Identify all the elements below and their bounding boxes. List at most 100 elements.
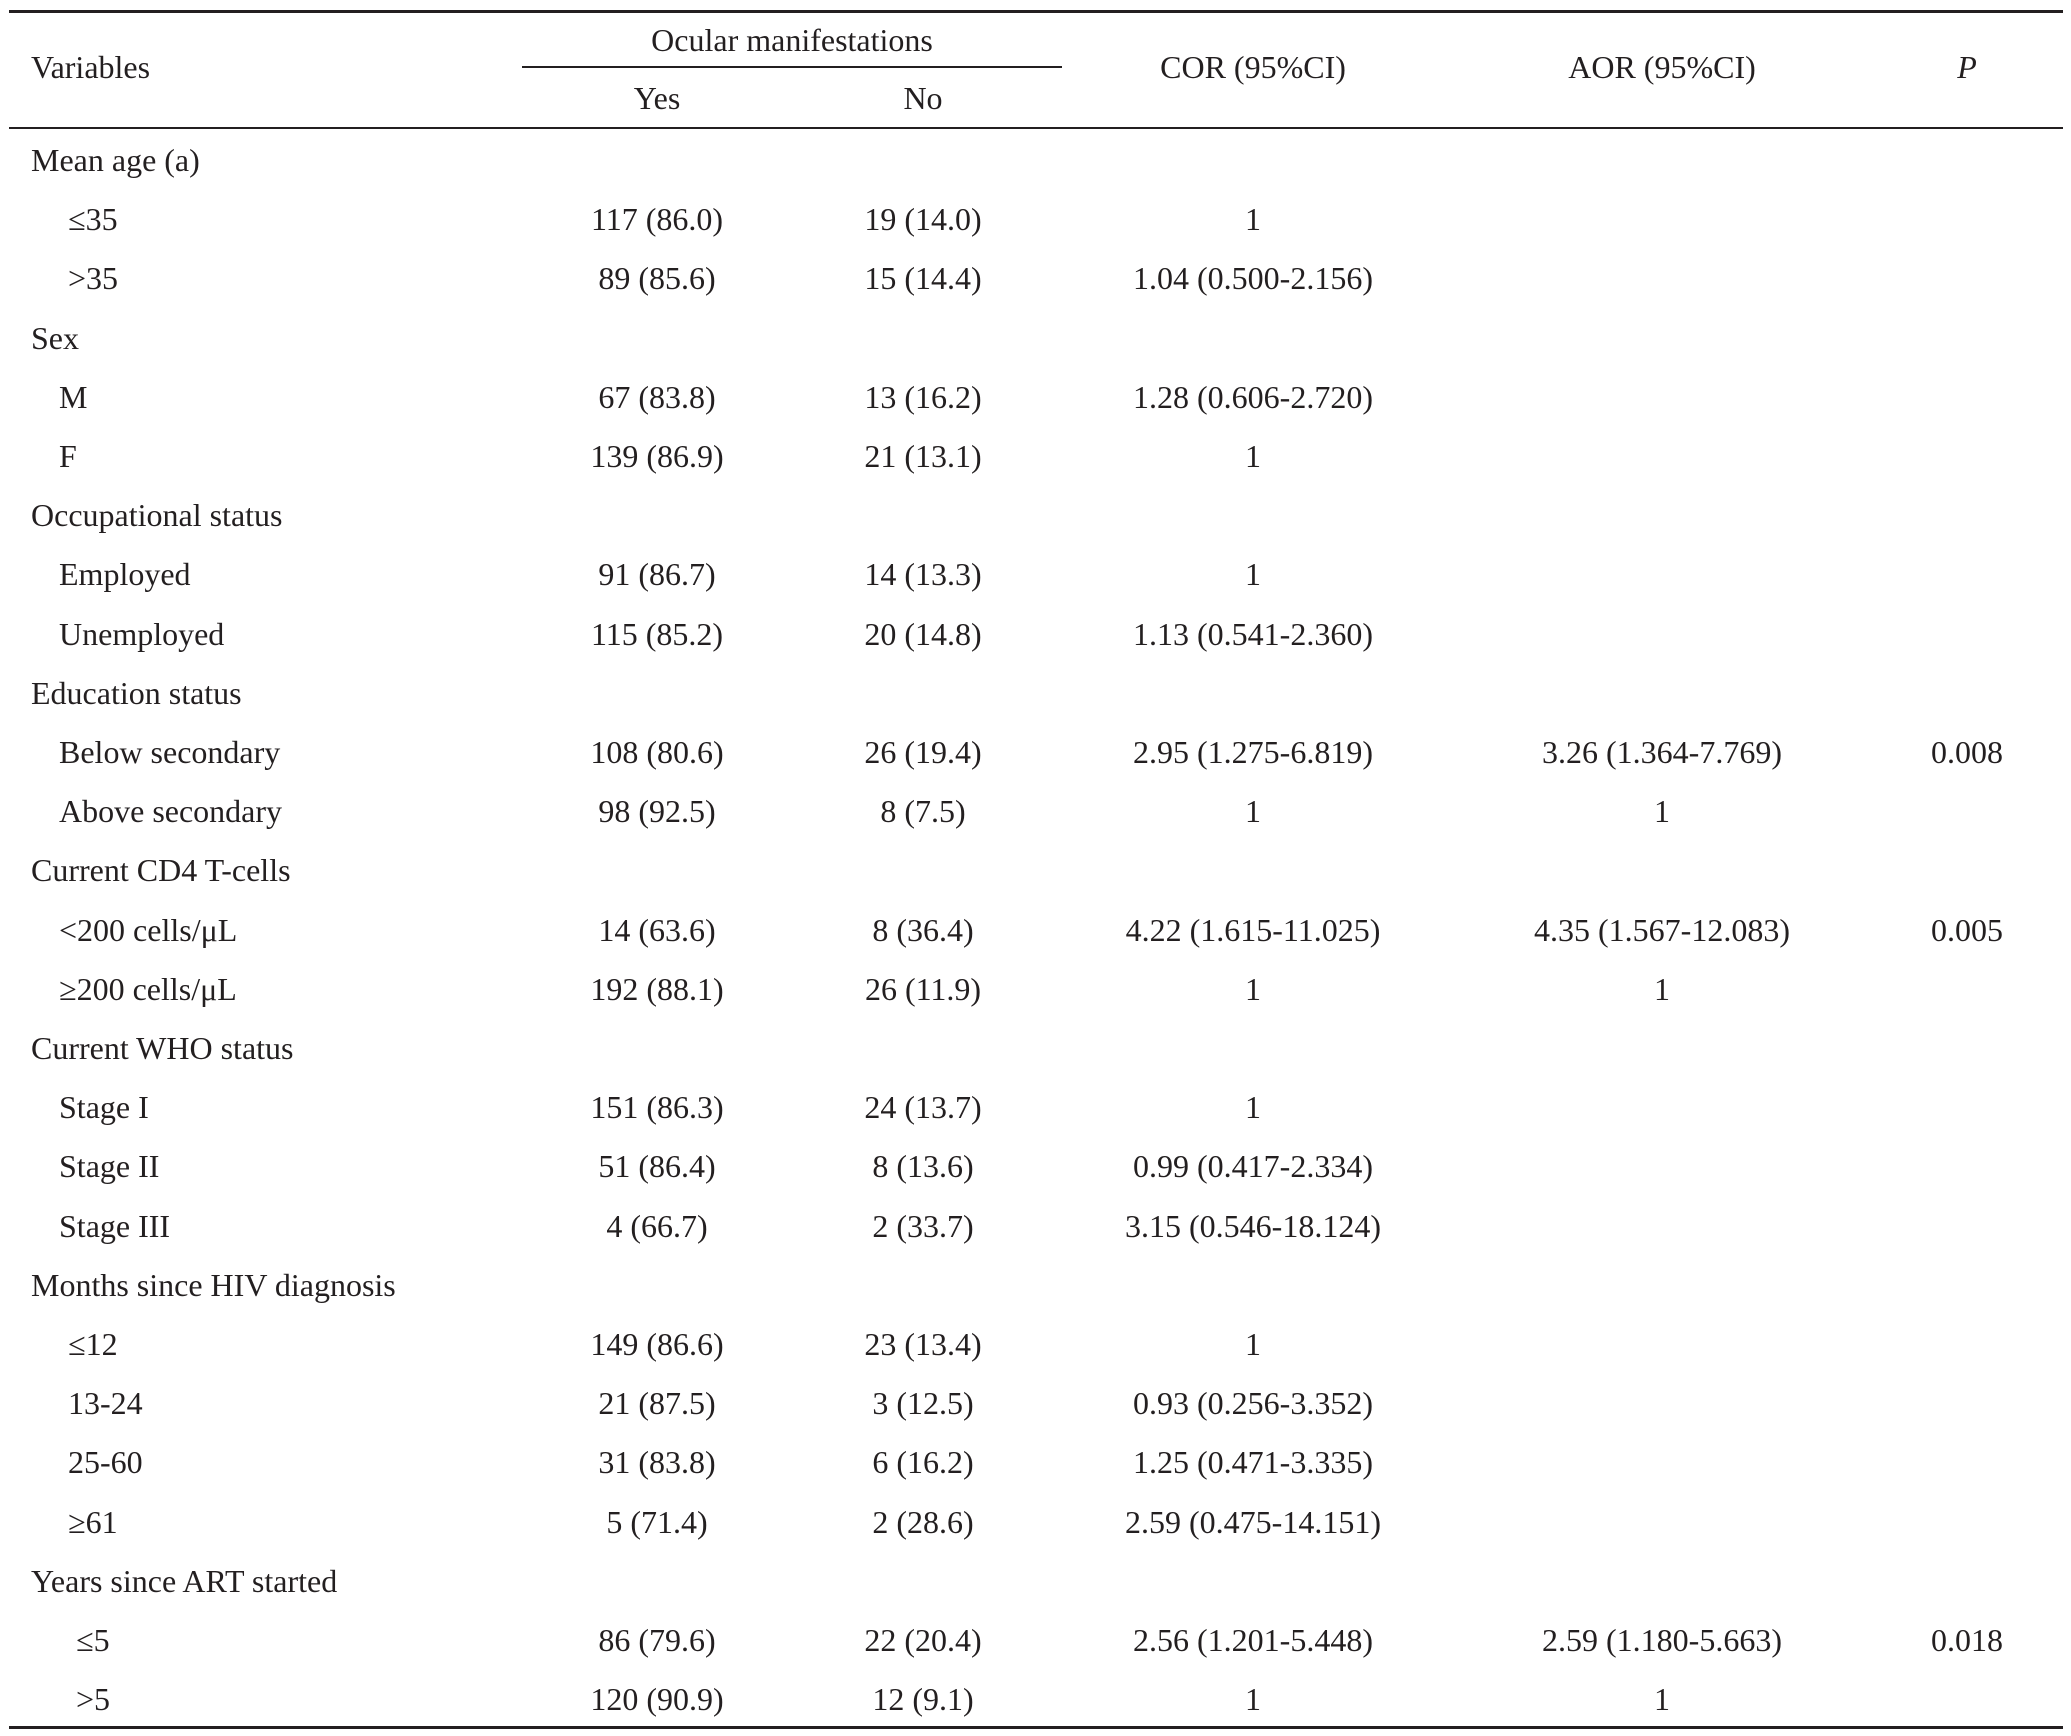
cell-no: 3 (12.5) (872, 1385, 974, 1422)
header-cor: COR (95%CI) (1160, 49, 1346, 85)
cell-no: 24 (13.7) (864, 1089, 982, 1126)
row-label: F (59, 438, 77, 474)
cell-yes: 139 (86.9) (590, 438, 724, 474)
group-row: Years since ART started (9, 1552, 2063, 1612)
cell-p: 0.008 (1931, 734, 2003, 770)
cell-p: 0.018 (1931, 1622, 2003, 1658)
group-row: Education status (9, 664, 2063, 724)
table-row: <200 cells/μL 14 (63.6) 8 (36.4) 4.22 (1.61… (9, 901, 2063, 961)
cell-cor: 0.99 (0.417-2.334) (1133, 1148, 1373, 1185)
row-label: M (59, 378, 88, 415)
cell-cor: 1 (1245, 793, 1261, 830)
table-row: ≥200 cells/μL 192 (88.1) 26 (11.9) 1 1 (9, 960, 2063, 1020)
header-bottom-rule (9, 127, 2063, 129)
cell-no: 14 (13.3) (864, 556, 982, 593)
table-row: >5 120 (90.9) 12 (9.1) 1 1 (9, 1670, 2063, 1730)
row-label: 25-60 (68, 1444, 143, 1481)
row-label: Stage I (59, 1089, 149, 1126)
row-label: Stage III (59, 1207, 171, 1244)
cell-p: 0.005 (1931, 911, 2003, 948)
group-row: Occupational status (9, 486, 2063, 546)
group-label: Current WHO status (31, 1030, 294, 1066)
group-row: Current WHO status (9, 1019, 2063, 1079)
cell-aor: 1 (1654, 1681, 1670, 1718)
cell-cor: 1 (1245, 1326, 1261, 1362)
cell-cor: 0.93 (0.256-3.352) (1133, 1385, 1373, 1422)
cell-cor: 1.28 (0.606-2.720) (1133, 378, 1373, 415)
cell-cor: 1 (1245, 1089, 1261, 1126)
cell-yes: 5 (71.4) (606, 1503, 708, 1540)
cell-aor: 1 (1654, 793, 1670, 830)
table-row: ≤5 86 (79.6) 22 (20.4) 2.56 (1.201-5.448) 2.… (9, 1611, 2063, 1671)
header-p-value: P (1957, 49, 1977, 85)
cell-yes: 91 (86.7) (598, 556, 716, 593)
row-label: Employed (59, 556, 191, 593)
table-row: 25-60 31 (83.8) 6 (16.2) 1.25 (0.471-3.335) (9, 1433, 2063, 1493)
group-label: Current CD4 T-cells (31, 852, 291, 889)
row-label: >5 (76, 1681, 111, 1718)
row-label: ≥61 (68, 1503, 118, 1540)
cell-yes: 67 (83.8) (598, 378, 716, 415)
cell-cor: 2.56 (1.201-5.448) (1133, 1622, 1373, 1658)
cell-cor: 2.95 (1.275-6.819) (1133, 734, 1373, 770)
cell-no: 15 (14.4) (864, 260, 982, 297)
table-top-rule (9, 10, 2063, 13)
cell-no: 23 (13.4) (864, 1326, 982, 1362)
cell-yes: 31 (83.8) (598, 1444, 716, 1481)
group-label: Occupational status (31, 497, 283, 534)
cell-cor: 1 (1245, 438, 1261, 474)
table-row: ≤12 149 (86.6) 23 (13.4) 1 (9, 1315, 2063, 1375)
cell-cor: 2.59 (0.475-14.151) (1125, 1503, 1381, 1540)
cell-yes: 86 (79.6) (598, 1622, 716, 1658)
table-row: 13-24 21 (87.5) 3 (12.5) 0.93 (0.256-3.352) (9, 1374, 2063, 1434)
row-label: 13-24 (68, 1385, 143, 1422)
cell-cor: 1 (1245, 970, 1261, 1007)
table-row: Stage III 4 (66.7) 2 (33.7) 3.15 (0.546-18.… (9, 1197, 2063, 1257)
group-label: Sex (31, 319, 79, 356)
table-row: Above secondary 98 (92.5) 8 (7.5) 1 1 (9, 782, 2063, 842)
cell-aor: 3.26 (1.364-7.769) (1542, 734, 1782, 770)
cell-no: 2 (28.6) (872, 1503, 974, 1540)
table-row: ≥61 5 (71.4) 2 (28.6) 2.59 (0.475-14.151) (9, 1493, 2063, 1553)
cell-yes: 14 (63.6) (598, 911, 716, 948)
cell-no: 8 (13.6) (872, 1148, 974, 1185)
cell-cor: 1.25 (0.471-3.335) (1133, 1444, 1373, 1481)
cell-yes: 51 (86.4) (598, 1148, 716, 1185)
header-ocular-manifestations: Ocular manifestations (651, 22, 933, 58)
cell-yes: 89 (85.6) (598, 260, 716, 297)
table-row: ≤35 117 (86.0) 19 (14.0) 1 (9, 190, 2063, 250)
cell-yes: 117 (86.0) (590, 201, 724, 238)
cell-no: 19 (14.0) (864, 201, 982, 238)
cell-aor: 1 (1654, 970, 1670, 1007)
cell-yes: 21 (87.5) (598, 1385, 716, 1422)
row-label: ≤5 (76, 1622, 110, 1658)
cell-no: 21 (13.1) (864, 438, 982, 474)
cell-aor: 4.35 (1.567-12.083) (1534, 911, 1790, 948)
table-row: F 139 (86.9) 21 (13.1) 1 (9, 427, 2063, 487)
group-label: Education status (31, 674, 242, 711)
group-label: Mean age (a) (31, 142, 200, 178)
cell-no: 20 (14.8) (864, 615, 982, 652)
cell-aor: 2.59 (1.180-5.663) (1542, 1622, 1782, 1658)
table-row: Employed 91 (86.7) 14 (13.3) 1 (9, 545, 2063, 605)
row-label: Above secondary (59, 793, 283, 830)
table-row: >35 89 (85.6) 15 (14.4) 1.04 (0.500-2.156) (9, 249, 2063, 309)
cell-cor: 1 (1245, 201, 1261, 238)
header-variables: Variables (31, 49, 151, 85)
cell-no: 26 (19.4) (864, 734, 982, 770)
group-row: Mean age (a) (9, 131, 2063, 191)
cell-no: 8 (7.5) (880, 793, 966, 830)
header-aor: AOR (95%CI) (1568, 49, 1756, 85)
group-row: Months since HIV diagnosis (9, 1256, 2063, 1316)
cell-cor: 4.22 (1.615-11.025) (1125, 911, 1381, 948)
row-label: Stage II (59, 1148, 160, 1185)
group-label: Months since HIV diagnosis (31, 1266, 396, 1303)
table-bottom-rule (9, 1726, 2063, 1729)
cell-no: 12 (9.1) (872, 1681, 974, 1718)
cell-yes: 108 (80.6) (590, 734, 724, 770)
row-label: ≤35 (68, 201, 118, 238)
cell-no: 6 (16.2) (872, 1444, 974, 1481)
cell-no: 2 (33.7) (872, 1207, 974, 1244)
header-yes: Yes (633, 80, 681, 116)
cell-yes: 4 (66.7) (606, 1207, 708, 1244)
